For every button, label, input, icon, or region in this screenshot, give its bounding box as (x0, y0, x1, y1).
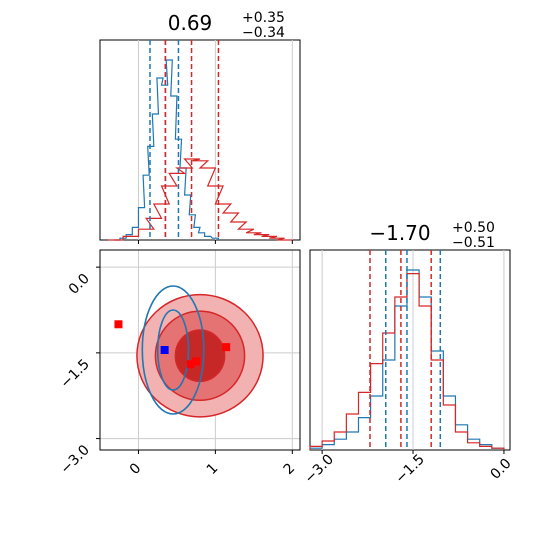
x-tick-label: −1.5 (393, 451, 428, 486)
title-upper-error: +0.35 (242, 10, 285, 26)
x-tick-label: 2 (281, 460, 299, 478)
panel-title: 0.69 (168, 11, 213, 35)
title-lower-error: −0.51 (452, 235, 495, 251)
red-histogram (107, 158, 293, 241)
histogram-param-1-frame (99, 39, 301, 241)
blue-contour-level (156, 309, 190, 391)
blue-square-marker (160, 346, 169, 354)
title-upper-error: +0.50 (452, 220, 495, 236)
red-square-marker (192, 357, 201, 366)
y-tick-label: −1.5 (57, 356, 92, 391)
red-square-marker (222, 343, 231, 352)
red-square-marker (114, 320, 123, 329)
blue-histogram (113, 59, 220, 241)
histogram-param-2-frame (309, 249, 511, 451)
title-lower-error: −0.34 (242, 25, 285, 41)
red-square-marker (186, 360, 195, 369)
x-tick-label: −3.0 (302, 451, 337, 486)
y-tick-label: 0.0 (66, 271, 93, 298)
scatter-contour-frame (99, 249, 301, 451)
x-tick-label: 0.0 (488, 456, 515, 483)
x-tick-label: 1 (204, 460, 222, 478)
contour-panel (100, 250, 300, 450)
red-contour-level (174, 329, 226, 383)
x-tick-label: 0 (127, 460, 145, 478)
blue-contour-level (141, 285, 205, 415)
panel-title: −1.70 (369, 221, 430, 245)
y-tick-label: −3.0 (57, 442, 92, 477)
